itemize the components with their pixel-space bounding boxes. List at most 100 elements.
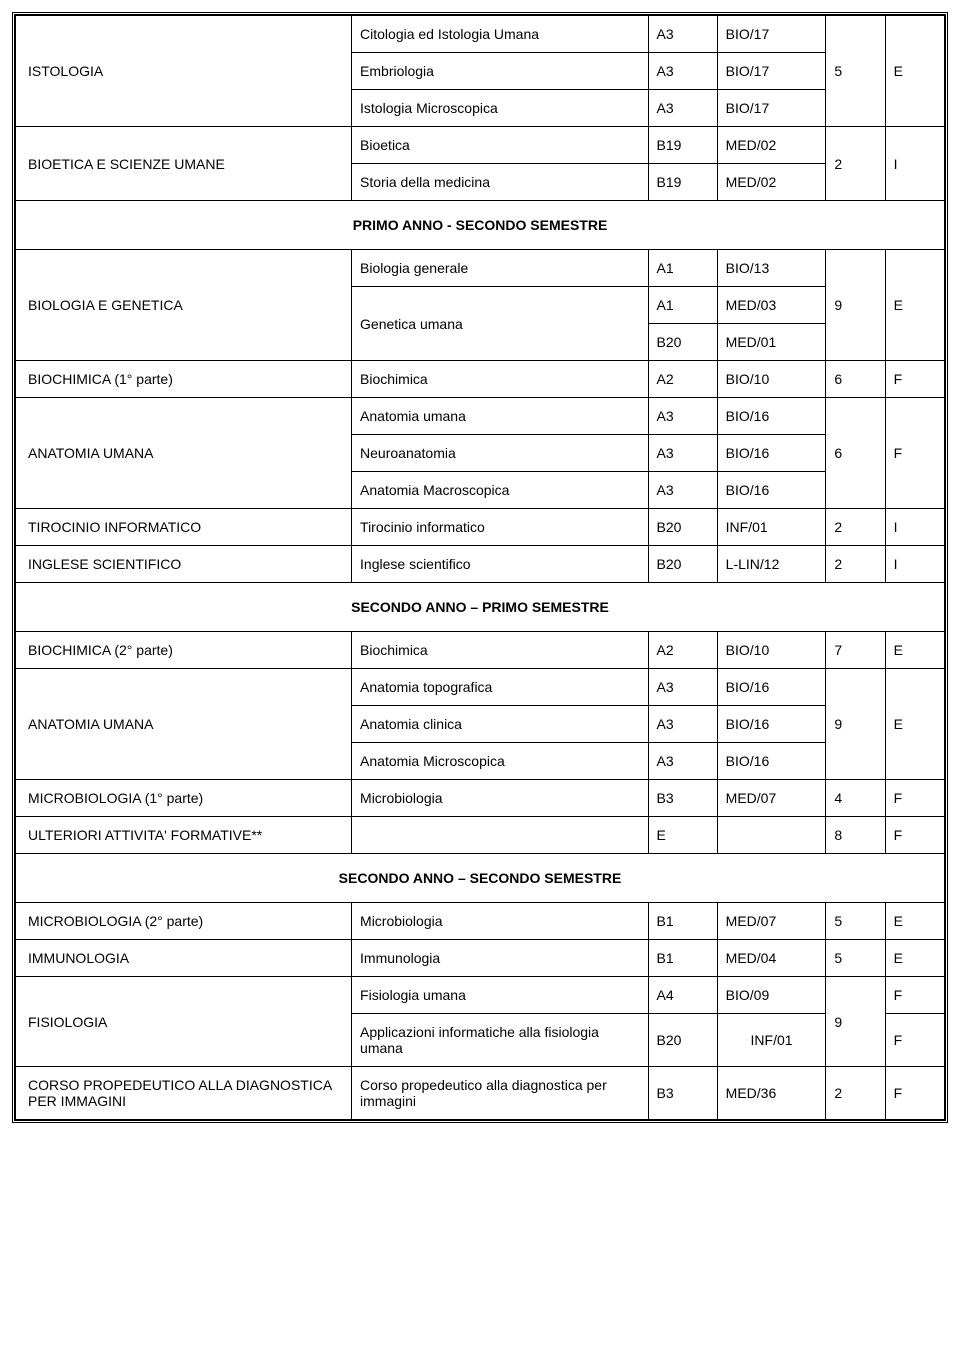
- course-code-a: A3: [648, 398, 717, 435]
- course-code-b: BIO/09: [717, 977, 826, 1014]
- course-type: E: [885, 16, 944, 127]
- course-code-b: MED/01: [717, 324, 826, 361]
- course-code-b: BIO/17: [717, 16, 826, 53]
- course-code-b: BIO/17: [717, 90, 826, 127]
- course-code-a: B20: [648, 324, 717, 361]
- course-type: I: [885, 509, 944, 546]
- course-code-b: BIO/16: [717, 743, 826, 780]
- course-code-b: MED/04: [717, 940, 826, 977]
- course-code-a: A3: [648, 669, 717, 706]
- course-group: ANATOMIA UMANA: [16, 398, 352, 509]
- course-group: BIOLOGIA E GENETICA: [16, 250, 352, 361]
- table-row: ANATOMIA UMANAAnatomia topograficaA3BIO/…: [16, 669, 945, 706]
- course-code-a: A4: [648, 977, 717, 1014]
- course-code-a: A3: [648, 90, 717, 127]
- section-header-row: SECONDO ANNO – SECONDO SEMESTRE: [16, 854, 945, 903]
- table-row: MICROBIOLOGIA (2° parte)MicrobiologiaB1M…: [16, 903, 945, 940]
- table-row: ULTERIORI ATTIVITA' FORMATIVE** E 8F: [16, 817, 945, 854]
- table-row: ANATOMIA UMANAAnatomia umanaA3BIO/166F: [16, 398, 945, 435]
- table-row: TIROCINIO INFORMATICOTirocinio informati…: [16, 509, 945, 546]
- course-code-a: B20: [648, 509, 717, 546]
- course-code-a: B19: [648, 127, 717, 164]
- section-header-row: PRIMO ANNO - SECONDO SEMESTRE: [16, 201, 945, 250]
- course-subject: Anatomia clinica: [352, 706, 648, 743]
- course-code-b: BIO/16: [717, 435, 826, 472]
- course-type: E: [885, 669, 944, 780]
- course-credits: 6: [826, 398, 885, 509]
- course-group: MICROBIOLOGIA (1° parte): [16, 780, 352, 817]
- course-code-a: B3: [648, 780, 717, 817]
- course-subject: [352, 817, 648, 854]
- course-group: IMMUNOLOGIA: [16, 940, 352, 977]
- course-code-b: INF/01: [717, 1014, 826, 1067]
- course-code-b: BIO/10: [717, 632, 826, 669]
- course-credits: 4: [826, 780, 885, 817]
- course-credits: 8: [826, 817, 885, 854]
- course-code-b: BIO/16: [717, 398, 826, 435]
- course-subject: Fisiologia umana: [352, 977, 648, 1014]
- course-code-b: [717, 817, 826, 854]
- course-code-b: BIO/16: [717, 706, 826, 743]
- course-subject: Anatomia Macroscopica: [352, 472, 648, 509]
- course-code-b: INF/01: [717, 509, 826, 546]
- table-row: CORSO PROPEDEUTICO ALLA DIAGNOSTICA PER …: [16, 1067, 945, 1120]
- course-group: CORSO PROPEDEUTICO ALLA DIAGNOSTICA PER …: [16, 1067, 352, 1120]
- course-type: F: [885, 361, 944, 398]
- course-code-a: B3: [648, 1067, 717, 1120]
- course-subject: Storia della medicina: [352, 164, 648, 201]
- course-subject: Biologia generale: [352, 250, 648, 287]
- course-group: MICROBIOLOGIA (2° parte): [16, 903, 352, 940]
- course-subject: Applicazioni informatiche alla fisiologi…: [352, 1014, 648, 1067]
- course-type: F: [885, 1067, 944, 1120]
- course-type: F: [885, 817, 944, 854]
- course-subject: Microbiologia: [352, 903, 648, 940]
- course-group: ISTOLOGIA: [16, 16, 352, 127]
- section-header: SECONDO ANNO – PRIMO SEMESTRE: [16, 583, 945, 632]
- course-subject: Anatomia Microscopica: [352, 743, 648, 780]
- course-subject: Immunologia: [352, 940, 648, 977]
- table-row: INGLESE SCIENTIFICOInglese scientificoB2…: [16, 546, 945, 583]
- course-credits: 7: [826, 632, 885, 669]
- course-code-a: A2: [648, 632, 717, 669]
- course-type: E: [885, 940, 944, 977]
- table-row: MICROBIOLOGIA (1° parte)MicrobiologiaB3M…: [16, 780, 945, 817]
- table-row: BIOLOGIA E GENETICABiologia generaleA1BI…: [16, 250, 945, 287]
- course-credits: 2: [826, 1067, 885, 1120]
- course-code-a: B1: [648, 940, 717, 977]
- course-code-b: L-LIN/12: [717, 546, 826, 583]
- course-subject: Anatomia umana: [352, 398, 648, 435]
- section-header-row: SECONDO ANNO – PRIMO SEMESTRE: [16, 583, 945, 632]
- course-subject: Istologia Microscopica: [352, 90, 648, 127]
- course-code-a: E: [648, 817, 717, 854]
- course-group: BIOETICA E SCIENZE UMANE: [16, 127, 352, 201]
- course-code-a: B19: [648, 164, 717, 201]
- curriculum-table: ISTOLOGIACitologia ed Istologia UmanaA3B…: [15, 15, 945, 1120]
- course-group: BIOCHIMICA (1° parte): [16, 361, 352, 398]
- course-credits: 9: [826, 669, 885, 780]
- course-subject: Embriologia: [352, 53, 648, 90]
- course-subject: Citologia ed Istologia Umana: [352, 16, 648, 53]
- course-subject: Bioetica: [352, 127, 648, 164]
- course-type: E: [885, 250, 944, 361]
- course-code-a: A3: [648, 53, 717, 90]
- course-code-b: MED/02: [717, 164, 826, 201]
- section-header: SECONDO ANNO – SECONDO SEMESTRE: [16, 854, 945, 903]
- table-row: BIOCHIMICA (1° parte)BiochimicaA2BIO/106…: [16, 361, 945, 398]
- course-group: TIROCINIO INFORMATICO: [16, 509, 352, 546]
- course-code-b: BIO/17: [717, 53, 826, 90]
- course-credits: 2: [826, 546, 885, 583]
- course-type: F: [885, 780, 944, 817]
- course-group: ULTERIORI ATTIVITA' FORMATIVE**: [16, 817, 352, 854]
- course-code-a: A3: [648, 16, 717, 53]
- course-group: ANATOMIA UMANA: [16, 669, 352, 780]
- course-code-a: A3: [648, 706, 717, 743]
- course-code-b: MED/36: [717, 1067, 826, 1120]
- section-header: PRIMO ANNO - SECONDO SEMESTRE: [16, 201, 945, 250]
- course-credits: 5: [826, 940, 885, 977]
- course-type: F: [885, 398, 944, 509]
- course-credits: 2: [826, 127, 885, 201]
- course-type: E: [885, 903, 944, 940]
- course-subject: Inglese scientifico: [352, 546, 648, 583]
- course-type: E: [885, 632, 944, 669]
- course-credits: 9: [826, 977, 885, 1067]
